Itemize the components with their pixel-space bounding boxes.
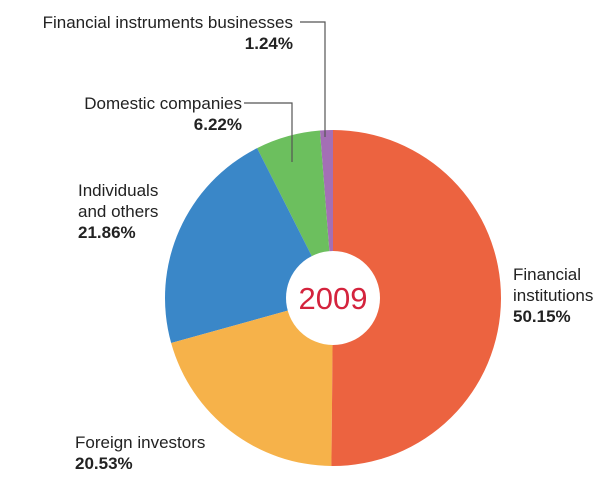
category-label: Individuals and others <box>78 181 159 221</box>
slice-label: Individuals and others 21.86% <box>78 180 178 243</box>
center-label: 2009 <box>299 281 368 316</box>
value-label: 6.22% <box>193 115 242 134</box>
slice-label: Domestic companies 6.22% <box>20 93 242 135</box>
slice-label: Financial instruments businesses 1.24% <box>0 12 293 54</box>
wedge <box>331 130 501 466</box>
category-label: Domestic companies <box>84 94 242 113</box>
category-label: Financial instruments businesses <box>42 13 293 32</box>
leader-line <box>244 102 293 162</box>
value-label: 1.24% <box>244 34 293 53</box>
slice-label: Foreign investors 20.53% <box>75 432 275 474</box>
value-label: 21.86% <box>78 223 136 242</box>
slice-label: Financial institutions 50.15% <box>513 264 606 327</box>
value-label: 20.53% <box>75 454 133 473</box>
category-label: Foreign investors <box>75 433 206 452</box>
wedge <box>171 298 333 466</box>
leader-line <box>300 21 326 137</box>
category-label: Financial institutions <box>513 265 594 305</box>
value-label: 50.15% <box>513 307 571 326</box>
donut-hole <box>286 251 380 345</box>
